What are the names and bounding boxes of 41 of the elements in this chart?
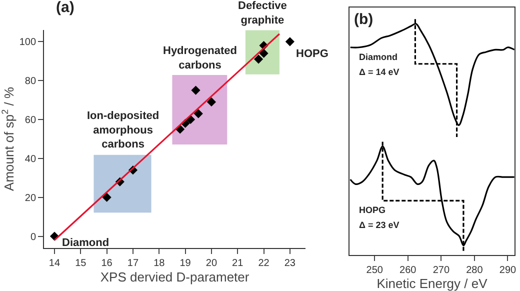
point bbox=[102, 192, 112, 202]
chart-title: (a) bbox=[56, 0, 74, 16]
x-tick-label: 19 bbox=[180, 258, 192, 269]
annotation: Δ = 23 eV bbox=[359, 220, 400, 230]
annotation: HOPG bbox=[296, 48, 328, 60]
point bbox=[194, 109, 203, 118]
point bbox=[285, 37, 294, 46]
y-tick-label: 60 bbox=[24, 114, 36, 126]
band-label: Defective graphite bbox=[238, 0, 287, 26]
y-tick-label: 80 bbox=[24, 76, 36, 88]
x-tick-label: 17 bbox=[127, 258, 139, 269]
point bbox=[254, 54, 264, 64]
x-tick-label: 280 bbox=[466, 264, 484, 276]
point bbox=[259, 48, 268, 58]
x-tick-label: 18 bbox=[154, 258, 166, 269]
x-tick-label: 21 bbox=[232, 258, 244, 269]
annotation: Diamond bbox=[62, 237, 110, 249]
point bbox=[191, 86, 200, 95]
y-tick-label: 20 bbox=[24, 192, 36, 204]
x-tick-label: 15 bbox=[75, 258, 87, 269]
annotation: Diamond bbox=[359, 52, 398, 62]
x-axis-title: Kinetic Energy / eV bbox=[376, 276, 488, 291]
x-tick-label: 16 bbox=[101, 258, 113, 269]
y-tick-label: 100 bbox=[19, 37, 36, 48]
band-label: Hydrogenated carbons bbox=[163, 45, 237, 72]
y-tick-label: 40 bbox=[24, 154, 36, 165]
x-tick-label: 22 bbox=[258, 258, 270, 269]
y-tick-label: 0 bbox=[30, 232, 36, 243]
x-tick-label: 250 bbox=[366, 264, 384, 276]
x-tick-label: 290 bbox=[499, 264, 516, 276]
annotation: Δ = 14 eV bbox=[359, 67, 400, 77]
chart-title: (b) bbox=[354, 11, 374, 28]
x-axis-title: XPS dervied D-parameter bbox=[100, 270, 250, 285]
x-tick-label: 23 bbox=[284, 258, 296, 269]
point bbox=[206, 97, 216, 107]
band-label: Ion-deposited amorphous carbons bbox=[87, 110, 160, 151]
annotation: HOPG bbox=[359, 205, 386, 215]
x-tick-label: 20 bbox=[206, 258, 218, 269]
x-tick-label: 260 bbox=[400, 264, 417, 276]
x-tick-label: 14 bbox=[48, 258, 60, 269]
x-tick-label: 270 bbox=[432, 264, 450, 276]
